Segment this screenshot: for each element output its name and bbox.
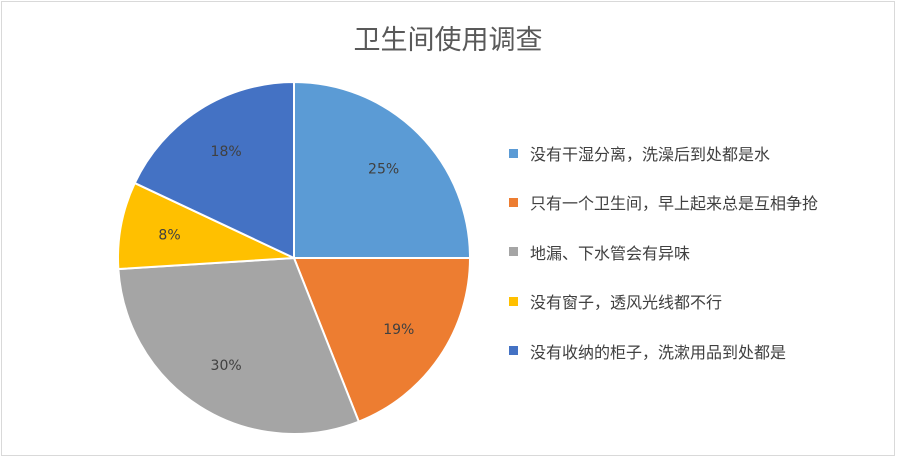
legend-label: 只有一个卫生间，早上起来总是互相争抢 [530, 194, 819, 214]
legend-item: 只有一个卫生间，早上起来总是互相争抢 [509, 189, 889, 215]
legend-swatch [509, 346, 518, 356]
legend-item: 没有收纳的柜子，洗漱用品到处都是 [509, 338, 889, 364]
legend-item: 地漏、下水管会有异味 [509, 239, 889, 265]
data-label: 25% [368, 161, 399, 177]
legend: 没有干湿分离，洗澡后到处都是水只有一个卫生间，早上起来总是互相争抢 地漏、下水管会… [509, 140, 889, 387]
pie-slice [292, 257, 472, 423]
legend-label: 没有收纳的柜子，洗漱用品到处都是 [530, 342, 787, 362]
pie-slice [293, 80, 472, 259]
data-label: 19% [383, 322, 414, 338]
legend-item: 没有干湿分离，洗澡后到处都是水 [509, 140, 889, 166]
pie-slice [133, 80, 295, 260]
data-label: 8% [158, 227, 180, 243]
legend-item: 没有窗子，透风光线都不行 [509, 288, 889, 314]
chart-title: 卫生间使用调查 [353, 25, 543, 56]
pie-slice [117, 181, 295, 271]
legend-swatch [509, 247, 518, 257]
legend-swatch [509, 148, 518, 158]
pie-slice [117, 256, 361, 435]
legend-label: 地漏、下水管会有异味 [530, 243, 691, 263]
data-label: 18% [211, 144, 242, 160]
legend-swatch [509, 296, 518, 306]
legend-label: 没有窗子，透风光线都不行 [530, 293, 723, 313]
data-label: 30% [211, 358, 242, 374]
legend-label: 没有干湿分离，洗澡后到处都是水 [530, 145, 771, 164]
legend-swatch [509, 197, 518, 207]
